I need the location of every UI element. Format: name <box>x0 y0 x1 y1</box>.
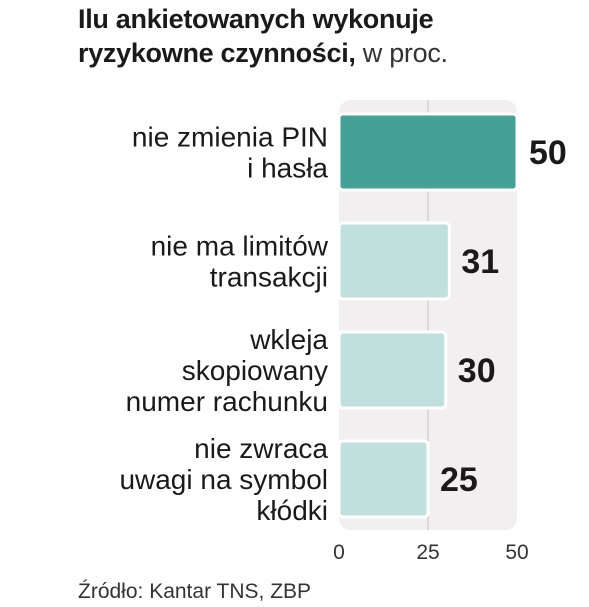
category-label-4-line-1: nie zwraca <box>194 433 328 464</box>
category-label-2-line-1: nie ma limitów <box>151 231 329 262</box>
category-label-3-line-3: numer rachunku <box>126 386 328 417</box>
bar-1 <box>337 112 519 192</box>
chart-title: Ilu ankietowanych wykonuje ryzykowne czy… <box>78 2 578 70</box>
chart-title-line-2: ryzykowne czynności <box>78 38 349 68</box>
bar-3 <box>337 330 448 410</box>
category-label-4-line-2: uwagi na symbol <box>119 464 328 495</box>
category-label-1-line-1: nie zmienia PIN <box>132 122 328 153</box>
source-note: Źródło: Kantar TNS, ZBP <box>78 580 312 603</box>
x-tick-label-25: 25 <box>416 541 439 564</box>
chart-title-separator: , <box>348 38 356 68</box>
value-label-2: 31 <box>461 243 499 281</box>
bar-4 <box>337 439 430 519</box>
category-label-2-line-2: transakcji <box>210 262 328 293</box>
x-tick-label-50: 50 <box>505 541 528 564</box>
category-label-3-line-1: wkleja <box>249 324 328 355</box>
category-label-4-line-3: kłódki <box>256 495 328 526</box>
category-label-3-line-2: skopiowany <box>182 355 328 386</box>
bar-2 <box>337 221 451 301</box>
value-label-4: 25 <box>440 461 478 499</box>
chart-title-line-1: Ilu ankietowanych wykonuje <box>78 4 434 34</box>
value-label-3: 30 <box>458 352 496 390</box>
category-label-1-line-2: i hasła <box>247 153 328 184</box>
value-label-1: 50 <box>529 134 567 172</box>
x-tick-label-0: 0 <box>333 541 345 564</box>
chart-unit-label: w proc. <box>355 38 448 68</box>
